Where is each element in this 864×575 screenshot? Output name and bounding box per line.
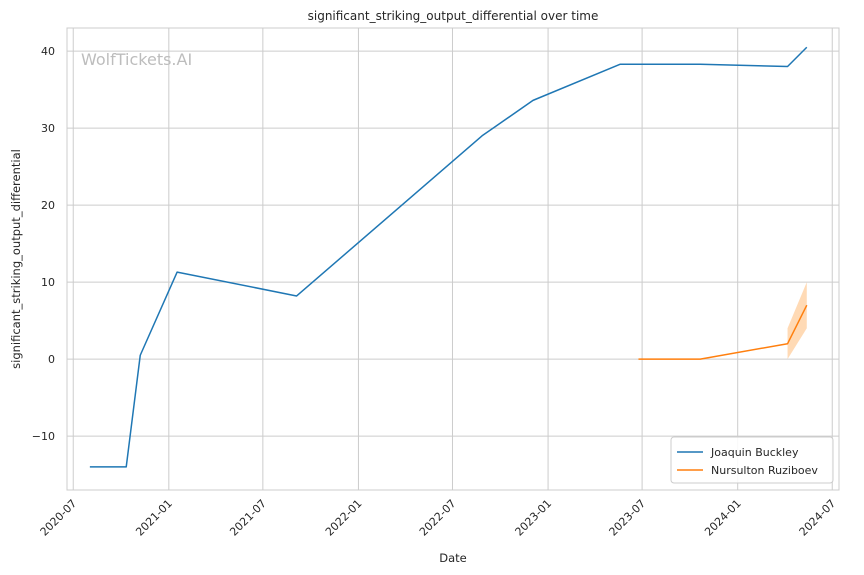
chart-title: significant_striking_output_differential… xyxy=(308,9,599,23)
legend-label: Nursulton Ruziboev xyxy=(711,464,818,477)
x-tick-label: 2021-07 xyxy=(227,497,269,539)
x-tick-label: 2023-01 xyxy=(512,497,554,539)
x-axis-ticks: 2020-07 2021-01 2021-07 2022-01 2022-07 2023-… xyxy=(38,497,839,539)
x-tick-label: 2022-07 xyxy=(417,497,459,539)
y-axis-title: significant_striking_output_differential xyxy=(9,149,23,369)
legend-frame xyxy=(670,436,834,484)
legend: Joaquin Buckley Nursulton Ruziboev xyxy=(670,436,834,484)
legend-label: Joaquin Buckley xyxy=(710,446,799,459)
x-tick-label: 2024-01 xyxy=(702,497,744,539)
plot-area: WolfTickets.AI xyxy=(66,27,840,491)
x-tick-label: 2021-01 xyxy=(133,497,175,539)
x-gridlines xyxy=(72,28,833,490)
confidence-bands xyxy=(787,282,807,360)
y-tick-label: 10 xyxy=(41,276,55,289)
y-axis-ticks: −10 0 10 20 30 40 xyxy=(32,45,55,443)
y-gridlines xyxy=(67,50,839,437)
y-tick-label: 20 xyxy=(41,199,55,212)
confidence-band xyxy=(787,282,807,360)
x-axis-title: Date xyxy=(439,551,467,565)
y-tick-label: −10 xyxy=(32,430,55,443)
y-tick-label: 40 xyxy=(41,45,55,58)
series-line xyxy=(89,46,808,468)
x-tick-label: 2024-07 xyxy=(797,497,839,539)
y-tick-label: 30 xyxy=(41,122,55,135)
series-line xyxy=(638,304,808,360)
series-lines xyxy=(89,46,808,468)
x-tick-label: 2022-01 xyxy=(323,497,365,539)
watermark: WolfTickets.AI xyxy=(81,50,192,69)
plot-frame xyxy=(66,27,840,491)
x-tick-label: 2020-07 xyxy=(38,497,80,539)
x-tick-label: 2023-07 xyxy=(607,497,649,539)
y-tick-label: 0 xyxy=(48,353,55,366)
